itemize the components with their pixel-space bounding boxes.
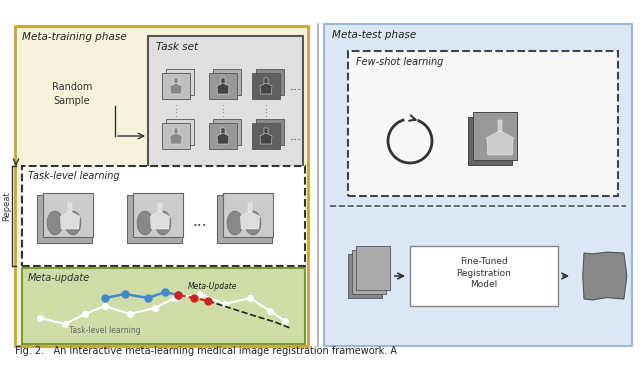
FancyBboxPatch shape xyxy=(22,268,305,344)
Polygon shape xyxy=(498,120,502,142)
Text: Task-level learning: Task-level learning xyxy=(69,326,141,335)
Polygon shape xyxy=(170,133,182,144)
Polygon shape xyxy=(227,211,243,235)
Polygon shape xyxy=(487,131,513,155)
FancyBboxPatch shape xyxy=(15,26,308,346)
Bar xyxy=(162,123,190,149)
Polygon shape xyxy=(170,83,182,94)
Text: Meta-Update: Meta-Update xyxy=(188,282,237,291)
Bar xyxy=(223,193,273,237)
Polygon shape xyxy=(60,212,79,229)
FancyBboxPatch shape xyxy=(148,36,303,191)
Polygon shape xyxy=(264,78,268,89)
Bar xyxy=(217,195,272,243)
Text: ...: ... xyxy=(193,213,207,228)
FancyBboxPatch shape xyxy=(348,51,618,196)
Text: Meta-training phase: Meta-training phase xyxy=(22,32,127,42)
Text: Fine-Tuned
Registration
Model: Fine-Tuned Registration Model xyxy=(456,257,511,289)
Text: :
:: : : xyxy=(175,103,177,119)
Polygon shape xyxy=(241,212,260,229)
FancyBboxPatch shape xyxy=(22,166,305,266)
Text: :
:: : : xyxy=(264,103,268,119)
Polygon shape xyxy=(260,83,272,94)
Bar xyxy=(252,123,280,149)
FancyBboxPatch shape xyxy=(324,24,632,346)
Text: Random
Sample: Random Sample xyxy=(52,82,92,106)
Bar xyxy=(256,69,284,95)
Text: Few-shot learning: Few-shot learning xyxy=(356,57,444,67)
Bar xyxy=(162,73,190,99)
Bar xyxy=(252,73,280,99)
Bar xyxy=(468,117,512,165)
Bar xyxy=(209,73,237,99)
Text: ...: ... xyxy=(290,130,302,142)
Bar xyxy=(256,119,284,145)
Polygon shape xyxy=(150,212,170,229)
Polygon shape xyxy=(583,252,627,300)
Polygon shape xyxy=(264,128,268,139)
Polygon shape xyxy=(248,203,252,220)
FancyBboxPatch shape xyxy=(410,246,558,306)
Text: Task set: Task set xyxy=(156,42,198,52)
Text: Task-level learning: Task-level learning xyxy=(28,171,120,181)
Polygon shape xyxy=(68,203,72,220)
Polygon shape xyxy=(158,203,162,220)
Bar xyxy=(352,250,386,294)
Text: Meta-test phase: Meta-test phase xyxy=(332,30,416,40)
Bar xyxy=(213,69,241,95)
Polygon shape xyxy=(47,211,63,235)
Text: ...: ... xyxy=(290,79,302,93)
Polygon shape xyxy=(65,211,81,235)
Bar xyxy=(37,195,92,243)
Polygon shape xyxy=(217,133,229,144)
Bar xyxy=(127,195,182,243)
Polygon shape xyxy=(174,128,178,139)
Polygon shape xyxy=(245,211,261,235)
Bar xyxy=(348,254,382,298)
Bar xyxy=(356,246,390,290)
Bar xyxy=(43,193,93,237)
Bar xyxy=(166,69,194,95)
Polygon shape xyxy=(221,128,225,139)
Bar xyxy=(473,112,517,160)
Text: Meta-update: Meta-update xyxy=(28,273,90,283)
Polygon shape xyxy=(155,211,171,235)
Polygon shape xyxy=(260,133,272,144)
Polygon shape xyxy=(137,211,153,235)
Bar xyxy=(133,193,183,237)
Bar xyxy=(209,123,237,149)
Bar xyxy=(213,119,241,145)
Bar xyxy=(166,119,194,145)
Text: :
:: : : xyxy=(221,103,225,119)
Polygon shape xyxy=(217,83,229,94)
Polygon shape xyxy=(221,78,225,89)
Text: Repeat: Repeat xyxy=(3,191,12,221)
Text: Fig. 2.   An interactive meta-learning medical image registration framework. A: Fig. 2. An interactive meta-learning med… xyxy=(15,346,397,356)
Polygon shape xyxy=(174,78,178,89)
